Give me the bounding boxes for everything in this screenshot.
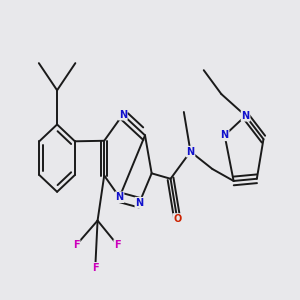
Text: N: N [135, 198, 143, 208]
Text: N: N [119, 110, 127, 120]
Text: O: O [173, 214, 181, 224]
Text: F: F [114, 240, 121, 250]
Text: F: F [73, 240, 80, 250]
Text: F: F [92, 263, 99, 273]
Text: N: N [242, 111, 250, 121]
Text: N: N [116, 192, 124, 202]
Text: N: N [220, 130, 229, 140]
Text: N: N [186, 147, 194, 157]
